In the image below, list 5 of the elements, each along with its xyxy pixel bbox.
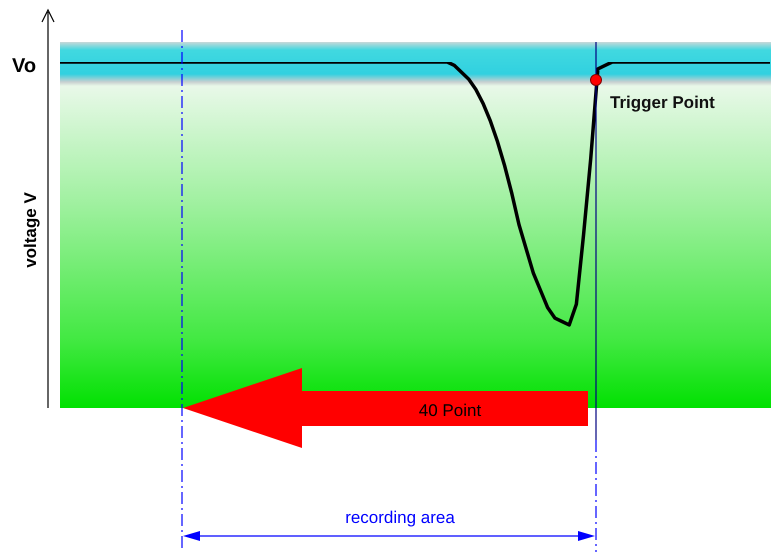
y-axis-title: voltage V xyxy=(21,192,40,268)
text: recording area xyxy=(345,508,456,527)
annotation: Trigger Point xyxy=(610,93,716,112)
annotation: 40 Point xyxy=(418,401,482,420)
text: Vo xyxy=(12,55,36,77)
